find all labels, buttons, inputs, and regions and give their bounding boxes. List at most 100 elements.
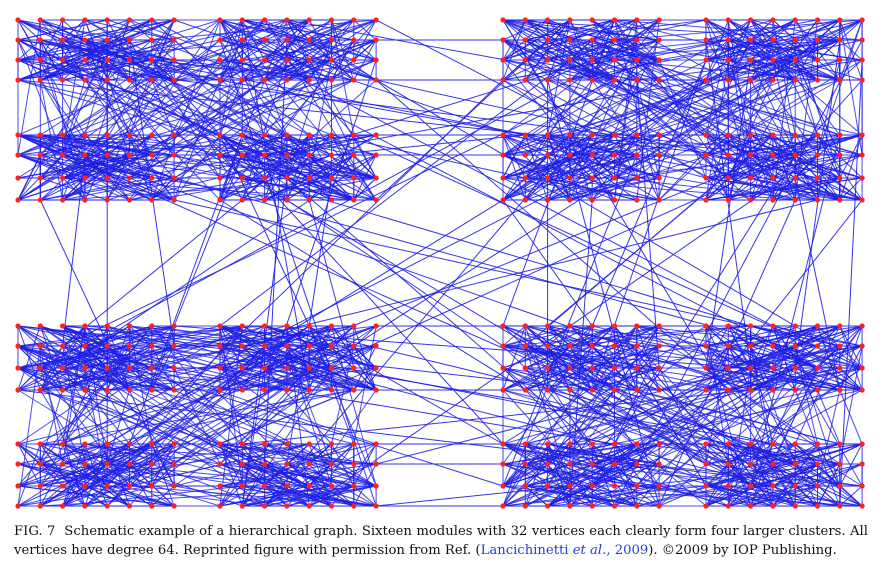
graph-vertex [217, 441, 223, 447]
graph-edge [547, 59, 863, 136]
graph-vertex [171, 323, 177, 329]
graph-edge [219, 367, 355, 465]
graph-vertex [634, 387, 640, 393]
graph-vertex [814, 197, 821, 203]
graph-edge [17, 345, 108, 369]
graph-vertex [104, 343, 110, 349]
graph-vertex [328, 175, 335, 181]
graph-edge [309, 39, 377, 61]
graph-vertex [60, 483, 66, 489]
graph-vertex [656, 197, 662, 203]
graph-edge [636, 79, 660, 369]
graph-edge [17, 443, 41, 507]
graph-edge [636, 485, 840, 507]
graph-vertex [328, 37, 335, 43]
graph-edge [658, 199, 796, 507]
graph-edge [569, 59, 796, 156]
graph-edge [286, 19, 355, 81]
graph-vertex [171, 132, 177, 138]
graph-edge [17, 345, 41, 507]
graph-vertex [725, 17, 731, 23]
graph-edge [636, 325, 707, 369]
graph-edge [547, 19, 796, 201]
graph-edge [286, 59, 355, 136]
graph-edge [728, 177, 818, 201]
graph-vertex [149, 441, 155, 447]
graph-edge [353, 325, 377, 445]
citation-link[interactable]: Lancichinetti et al., 2009 [480, 543, 649, 558]
graph-edge [286, 19, 615, 81]
graph-vertex [239, 57, 245, 63]
graph-vertex [328, 197, 335, 203]
graph-edge [62, 325, 265, 391]
graph-vertex [725, 132, 731, 138]
graph-vertices [15, 17, 865, 509]
graph-edge [817, 19, 863, 156]
graph-vertex [589, 365, 595, 371]
graph-edge [106, 59, 288, 201]
graph-edge [547, 443, 660, 507]
graph-vertex [545, 503, 551, 509]
graph-edge [151, 389, 354, 445]
graph-vertex [82, 503, 88, 509]
graph-vertex [37, 323, 43, 329]
graph-edge [17, 19, 130, 201]
graph-vertex [328, 57, 335, 63]
graph-vertex [328, 77, 335, 83]
graph-vertex [351, 37, 357, 43]
graph-vertex [149, 152, 155, 158]
graph-vertex [837, 17, 843, 23]
graph-vertex [351, 175, 357, 181]
graph-vertex [306, 197, 312, 203]
graph-vertex [567, 323, 573, 329]
graph-vertex [770, 461, 776, 467]
graph-edge [84, 154, 377, 201]
graph-vertex [748, 77, 754, 83]
graph-vertex [859, 17, 865, 23]
graph-edge [173, 325, 377, 465]
graph-vertex [859, 461, 865, 467]
graph-vertex [770, 483, 776, 489]
graph-edge [40, 443, 377, 465]
graph-edge [219, 134, 288, 156]
graph-vertex [15, 57, 21, 63]
graph-vertex [814, 77, 821, 83]
graph-vertex [500, 503, 506, 509]
graph-edge [129, 39, 265, 81]
graph-vertex [500, 17, 506, 23]
graph-vertex [634, 17, 640, 23]
graph-vertex [500, 77, 506, 83]
graph-vertex [770, 387, 776, 393]
graph-edge [547, 79, 660, 507]
graph-vertex [306, 57, 312, 63]
graph-edge [40, 79, 332, 156]
graph-edge [107, 443, 354, 507]
graph-vertex [239, 461, 245, 467]
graph-edge [524, 59, 548, 81]
graph-vertex [522, 132, 528, 138]
graph-vertex [545, 77, 551, 83]
graph-vertex [567, 77, 573, 83]
graph-edge [524, 389, 638, 507]
graph-vertex [126, 461, 133, 467]
graph-edge [40, 345, 354, 391]
graph-vertex [589, 197, 595, 203]
graph-vertex [500, 441, 506, 447]
graph-edge [40, 325, 310, 507]
graph-vertex [373, 365, 379, 371]
graph-vertex [351, 343, 357, 349]
graph-edge [264, 59, 332, 81]
graph-vertex [837, 57, 843, 63]
graph-vertex [126, 132, 133, 138]
graph-vertex [104, 323, 110, 329]
graph-vertex [611, 175, 618, 181]
graph-vertex [567, 37, 573, 43]
graph-edge [658, 463, 774, 507]
graph-vertex [217, 503, 223, 509]
graph-edge [569, 134, 818, 156]
graph-vertex [792, 132, 798, 138]
graph-edge [62, 345, 504, 487]
graph-vertex [748, 387, 754, 393]
graph-vertex [589, 175, 595, 181]
graph-vertex [500, 323, 506, 329]
